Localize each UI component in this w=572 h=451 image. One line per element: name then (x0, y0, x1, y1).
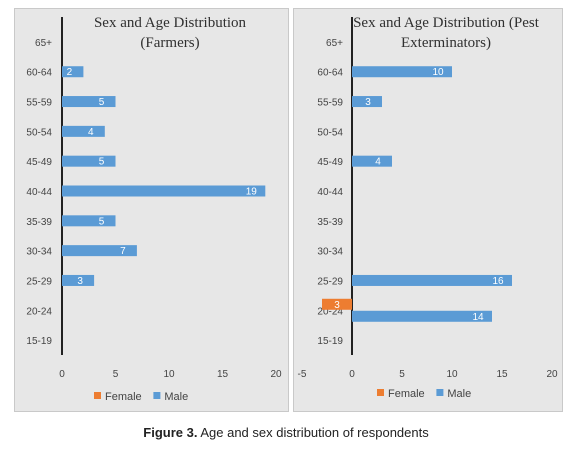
category-label-50-54: 50-54 (26, 127, 52, 138)
x-tick-label-15: 15 (496, 369, 508, 380)
category-label-50-54: 50-54 (317, 127, 343, 138)
bar-male-40-44 (62, 185, 266, 197)
bar-male-45-49 (62, 155, 116, 167)
bar-male-20-24 (352, 310, 492, 322)
figure-caption: Figure 3. Age and sex distribution of re… (0, 425, 572, 440)
bar-male-60-64 (62, 66, 84, 78)
bar-male-35-39 (62, 215, 116, 227)
category-label-15-19: 15-19 (317, 336, 343, 347)
chart-title-line-1: Sex and Age Distribution (94, 15, 247, 31)
data-label-male-50-54: 4 (88, 127, 94, 138)
category-label-20-24: 20-24 (26, 306, 52, 317)
legend-swatch-male (153, 392, 161, 399)
category-label-35-39: 35-39 (26, 217, 52, 228)
legend-swatch-female (377, 389, 384, 396)
x-tick-label-5: 5 (399, 369, 405, 380)
bar-male-60-64 (352, 66, 452, 78)
legend-label-male: Male (447, 388, 471, 400)
category-label-15-19: 15-19 (26, 336, 52, 347)
pest-exterminators-chart-svg: Sex and Age Distribution (Pest Exterminat… (298, 15, 558, 400)
category-label-20-24: 20-24 (317, 306, 343, 317)
category-label-60-64: 60-64 (26, 68, 52, 79)
x-tick-label-10: 10 (446, 369, 458, 380)
legend-label-female: Female (388, 388, 425, 400)
data-label-male-45-49: 4 (375, 157, 381, 168)
data-label-male-55-59: 3 (365, 97, 371, 108)
chart-title-line-1: Sex and Age Distribution (Pest (353, 15, 540, 31)
x-tick-label-0: 0 (349, 369, 355, 380)
category-label-40-44: 40-44 (26, 187, 52, 198)
chart-title-line-2: (Farmers) (140, 35, 199, 51)
category-label-45-49: 45-49 (317, 157, 343, 168)
category-label-30-34: 30-34 (26, 247, 52, 258)
category-label-65+: 65+ (326, 38, 343, 49)
bar-male-55-59 (62, 96, 116, 108)
data-label-male-25-29: 16 (492, 276, 504, 287)
category-label-65+: 65+ (35, 38, 52, 49)
data-label-male-35-39: 5 (99, 216, 105, 227)
bar-male-25-29 (62, 274, 95, 286)
figure-caption-label: Figure 3. (143, 425, 198, 440)
category-label-40-44: 40-44 (317, 187, 343, 198)
bar-male-55-59 (352, 96, 382, 108)
x-tick-label-0: 0 (59, 369, 65, 380)
category-label-35-39: 35-39 (317, 217, 343, 228)
data-label-male-20-24: 14 (472, 312, 484, 323)
data-label-female-20-24: 3 (334, 300, 340, 311)
bar-female-20-24 (322, 298, 352, 310)
legend-swatch-male (436, 389, 444, 396)
data-label-male-30-34: 7 (120, 246, 126, 257)
bar-male-30-34 (62, 245, 137, 257)
x-tick-label-5: 5 (113, 369, 119, 380)
x-tick-label-20: 20 (270, 369, 282, 380)
data-label-male-45-49: 5 (99, 157, 105, 168)
x-tick-label-10: 10 (163, 369, 175, 380)
category-label-30-34: 30-34 (317, 247, 343, 258)
data-label-male-55-59: 5 (99, 97, 105, 108)
x-tick-label-20: 20 (546, 369, 558, 380)
x-tick-label--5: -5 (298, 369, 307, 380)
farmers-chart: Sex and Age Distribution (Farmers) 15-19 20… (14, 8, 289, 412)
category-label-55-59: 55-59 (26, 98, 52, 109)
legend-label-female: Female (105, 391, 142, 403)
figure-caption-text: Age and sex distribution of respondents (200, 425, 429, 440)
x-tick-label-15: 15 (217, 369, 229, 380)
legend-swatch-female (94, 392, 101, 399)
pest-exterminators-chart: Sex and Age Distribution (Pest Exterminat… (293, 8, 563, 412)
data-label-male-60-64: 10 (432, 67, 444, 78)
bar-male-25-29 (352, 274, 512, 286)
legend-label-male: Male (164, 391, 188, 403)
data-label-male-40-44: 19 (246, 187, 258, 198)
category-label-55-59: 55-59 (317, 98, 343, 109)
category-label-25-29: 25-29 (317, 276, 343, 287)
chart-title-line-2: Exterminators) (401, 35, 491, 51)
bar-male-50-54 (62, 125, 105, 137)
category-label-60-64: 60-64 (317, 68, 343, 79)
category-label-25-29: 25-29 (26, 276, 52, 287)
category-label-45-49: 45-49 (26, 157, 52, 168)
bar-male-45-49 (352, 155, 392, 167)
data-label-male-25-29: 3 (77, 276, 83, 287)
data-label-male-60-64: 2 (67, 67, 73, 78)
farmers-chart-svg: Sex and Age Distribution(Farmers)15-1920… (26, 15, 282, 403)
